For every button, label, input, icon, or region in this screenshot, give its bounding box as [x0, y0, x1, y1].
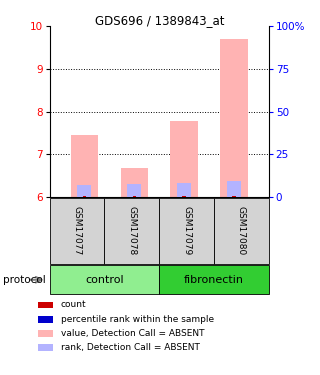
Bar: [171, 120, 198, 197]
Bar: [71, 135, 98, 197]
Bar: [50, 265, 159, 294]
Bar: [132, 196, 136, 197]
Bar: [232, 196, 236, 197]
Text: GSM17079: GSM17079: [182, 206, 191, 256]
Bar: [177, 183, 191, 197]
Bar: [83, 196, 86, 197]
Bar: [159, 265, 269, 294]
Bar: [214, 198, 269, 264]
Bar: [50, 198, 104, 264]
Text: rank, Detection Call = ABSENT: rank, Detection Call = ABSENT: [61, 343, 200, 352]
Text: GSM17080: GSM17080: [237, 206, 246, 256]
Bar: [77, 185, 92, 197]
Bar: [121, 168, 148, 197]
Bar: [227, 181, 241, 197]
Text: value, Detection Call = ABSENT: value, Detection Call = ABSENT: [61, 329, 204, 338]
Bar: [104, 198, 159, 264]
Text: fibronectin: fibronectin: [184, 275, 244, 285]
Text: control: control: [85, 275, 124, 285]
Bar: [127, 184, 141, 197]
Text: count: count: [61, 300, 86, 309]
Bar: [182, 196, 186, 197]
Text: percentile rank within the sample: percentile rank within the sample: [61, 315, 214, 324]
Text: GDS696 / 1389843_at: GDS696 / 1389843_at: [95, 14, 225, 27]
Text: GSM17078: GSM17078: [127, 206, 136, 256]
Bar: [159, 198, 214, 264]
Text: GSM17077: GSM17077: [73, 206, 82, 256]
Bar: [220, 39, 248, 197]
Text: protocol: protocol: [3, 275, 46, 285]
